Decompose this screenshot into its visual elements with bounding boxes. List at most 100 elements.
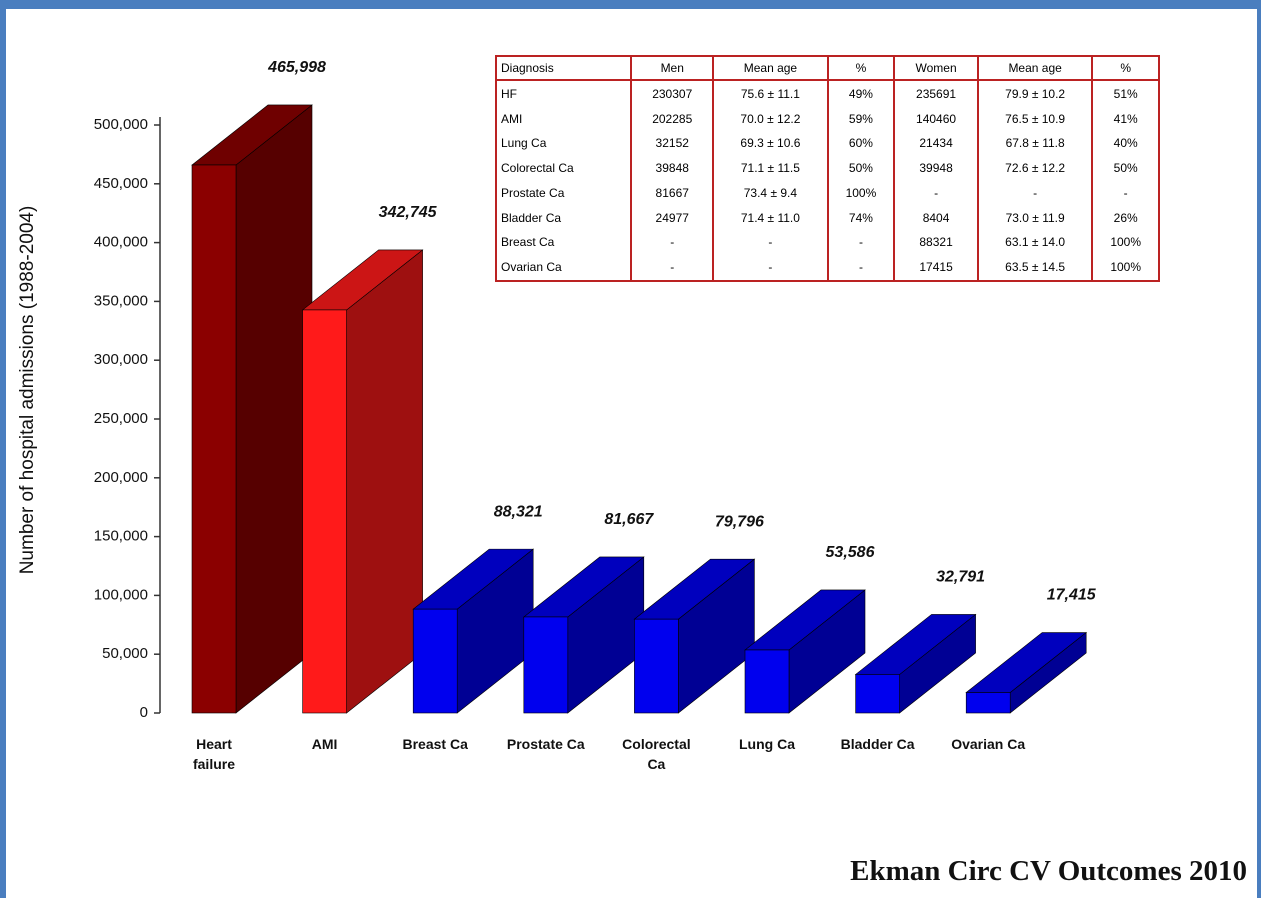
- table-cell: Bladder Ca: [494, 205, 632, 230]
- source: Ekman Circ CV Outcomes 2010: [850, 855, 1247, 887]
- header-cell: %: [826, 56, 895, 81]
- table-cell: 60%: [826, 130, 895, 156]
- value-label: 81,667: [604, 511, 654, 528]
- y-tick-label: 200,000: [94, 469, 148, 486]
- x-tick-label: AMI: [311, 736, 338, 752]
- table-cell: 63.1 ± 14.0: [976, 229, 1093, 255]
- bar: [302, 309, 347, 714]
- table-cell: -: [893, 180, 978, 206]
- value-label: 32,791: [936, 569, 985, 586]
- x-tick-label: Colorectal Ca: [622, 736, 691, 772]
- table-cell: HF: [494, 80, 632, 107]
- table-cell: 100%: [1091, 229, 1159, 255]
- y-tick-label: 250,000: [94, 410, 148, 427]
- table-cell: 59%: [826, 106, 895, 131]
- value-label: 465,998: [267, 59, 326, 76]
- table-cell: -: [976, 180, 1093, 206]
- value-label: 342,745: [379, 204, 438, 221]
- table-cell: -: [826, 254, 895, 281]
- table-cell: 51%: [1091, 80, 1159, 107]
- y-tick-label: 150,000: [94, 528, 148, 545]
- table-cell: 100%: [1091, 254, 1159, 281]
- x-tick-label: Bladder Ca: [840, 736, 915, 752]
- table-cell: -: [712, 254, 828, 281]
- value-label: 79,796: [715, 513, 764, 530]
- table-cell: 235691: [893, 80, 978, 107]
- table-cell: 50%: [1091, 155, 1159, 181]
- value-label: 88,321: [494, 503, 543, 520]
- header-cell: Mean age: [976, 56, 1093, 81]
- table-cell: 8404: [893, 205, 978, 230]
- table-cell: 74%: [826, 205, 895, 230]
- table-cell: 88321: [893, 229, 978, 255]
- header-cell: Mean age: [712, 56, 828, 81]
- table-cell: 24977: [630, 205, 714, 230]
- bar: [523, 616, 569, 714]
- table-row: Colorectal Ca 39848 71.1 ± 11.5 50% 39948 72.…: [494, 155, 1159, 181]
- y-tick-label: 500,000: [94, 116, 148, 133]
- table-cell: 39848: [630, 155, 714, 181]
- table-cell: Prostate Ca: [494, 180, 632, 206]
- x-tick-label: Ovarian Ca: [951, 736, 1026, 752]
- bar-side: [346, 249, 423, 714]
- y-tick-label: 350,000: [94, 292, 148, 309]
- table-cell: 70.0 ± 12.2: [712, 106, 828, 131]
- table-cell: 100%: [826, 180, 895, 206]
- table-row: Prostate Ca 81667 73.4 ± 9.4 100% - - -: [494, 180, 1159, 206]
- header-cell: Diagnosis: [494, 56, 632, 81]
- table-cell: AMI: [494, 106, 632, 131]
- table-cell: 76.5 ± 10.9: [976, 106, 1093, 131]
- table-cell: 202285: [630, 106, 714, 131]
- x-tick-label: Heart failure: [192, 736, 235, 772]
- y-tick-label: 100,000: [94, 586, 148, 603]
- table-cell: 67.8 ± 11.8: [976, 130, 1093, 156]
- table-cell: 73.4 ± 9.4: [712, 180, 828, 206]
- y-axis-label: Number of hospital admissions (1988-2004…: [17, 206, 38, 575]
- table-cell: 71.4 ± 11.0: [712, 205, 828, 230]
- table-cell: 72.6 ± 12.2: [976, 155, 1093, 181]
- table-cell: -: [630, 254, 714, 281]
- table-cell: Ovarian Ca: [494, 254, 632, 281]
- bar: [191, 164, 237, 714]
- y-tick-label: 300,000: [94, 351, 148, 368]
- y-tick-label: 400,000: [94, 234, 148, 251]
- y-tick-label: 450,000: [94, 175, 148, 192]
- table-cell: 49%: [826, 80, 895, 107]
- bar: [965, 692, 1011, 714]
- bar: [855, 674, 900, 714]
- table-row: Breast Ca - - -88321 63.1 ± 14.0 100%: [494, 229, 1159, 255]
- table-cell: 50%: [826, 155, 895, 181]
- value-label: 17,415: [1047, 587, 1097, 604]
- table-cell: 41%: [1091, 106, 1159, 131]
- header-cell: Women: [893, 56, 978, 81]
- table-cell: Lung Ca: [494, 130, 632, 156]
- table-row: AMI 202285 70.0 ± 12.2 59% 140460 76.5 ± 10.9…: [494, 106, 1159, 131]
- table-cell: 71.1 ± 11.5: [712, 155, 828, 181]
- table-row: Ovarian Ca - - -17415 63.5 ± 14.5 100%: [494, 254, 1159, 281]
- table-cell: -: [1091, 180, 1159, 206]
- table-cell: Breast Ca: [494, 229, 632, 255]
- table-cell: 40%: [1091, 130, 1159, 156]
- bar: [634, 618, 679, 714]
- table: Diagnosis Men Mean age% Women Mean age% HF 230…: [494, 55, 1160, 282]
- table-row: Lung Ca 32152 69.3 ± 10.6 60% 21434 67.8 ± 11…: [494, 130, 1159, 156]
- table-cell: -: [630, 229, 714, 255]
- table-cell: 63.5 ± 14.5: [976, 254, 1093, 281]
- header-cell: %: [1091, 56, 1159, 81]
- table-cell: 73.0 ± 11.9: [976, 205, 1093, 230]
- table-row: Bladder Ca 24977 71.4 ± 11.0 74% 8404 73.0 ± …: [494, 205, 1159, 230]
- table-row: HF 230307 75.6 ± 11.1 49% 235691 79.9 ± 10.2 5…: [494, 80, 1159, 107]
- table-cell: -: [712, 229, 828, 255]
- table-cell: 39948: [893, 155, 978, 181]
- x-tick-label: Prostate Ca: [506, 736, 585, 752]
- table-cell: 140460: [893, 106, 978, 131]
- table-cell: 230307: [630, 80, 714, 107]
- bar: [412, 608, 458, 714]
- table-cell: 26%: [1091, 205, 1159, 230]
- bar-side: [235, 104, 313, 714]
- table-cell: 79.9 ± 10.2: [976, 80, 1093, 107]
- table-cell: 17415: [893, 254, 978, 281]
